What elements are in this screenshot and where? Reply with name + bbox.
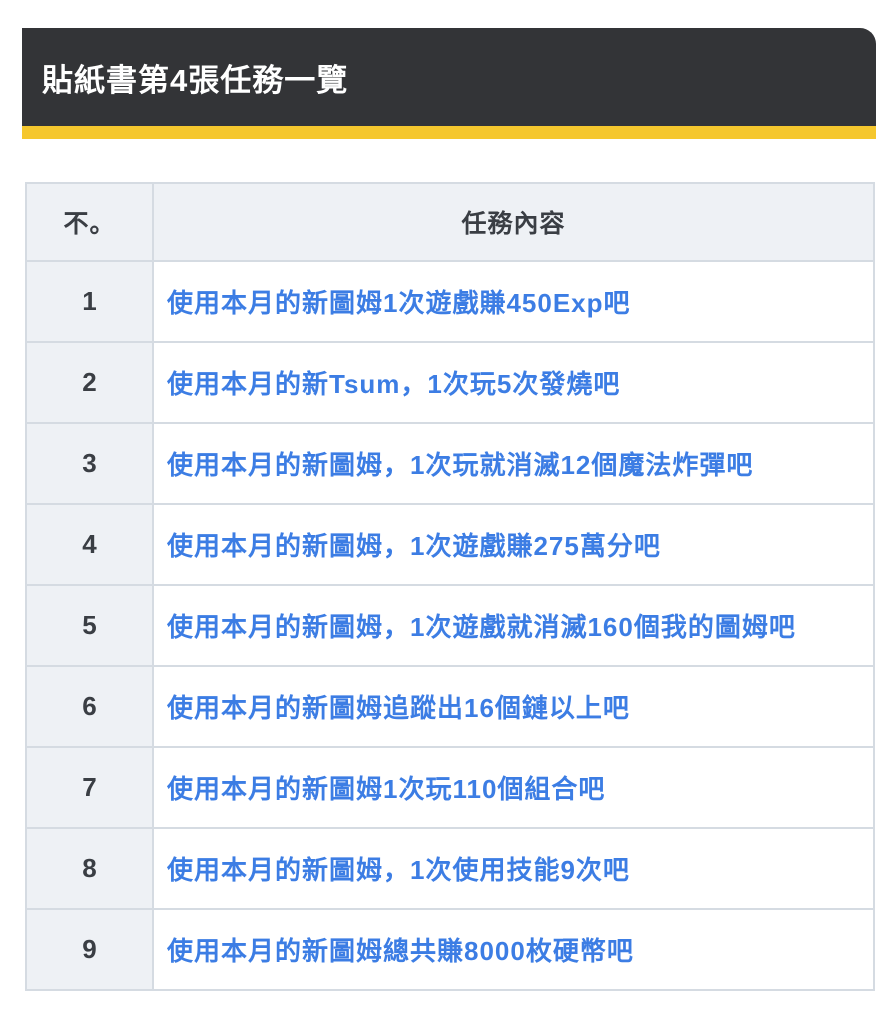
- task-content-cell: 使用本月的新圖姆1次玩110個組合吧: [152, 746, 875, 829]
- task-content-cell: 使用本月的新圖姆總共賺8000枚硬幣吧: [152, 908, 875, 991]
- task-content-cell: 使用本月的新圖姆，1次遊戲就消滅160個我的圖姆吧: [152, 584, 875, 667]
- task-number: 9: [25, 908, 154, 991]
- task-link[interactable]: 使用本月的新Tsum，1次玩5次發燒吧: [167, 369, 621, 399]
- task-link[interactable]: 使用本月的新圖姆1次遊戲賺450Exp吧: [167, 288, 631, 318]
- table-row: 6 使用本月的新圖姆追蹤出16個鏈以上吧: [25, 665, 875, 748]
- column-header-no: 不。: [25, 182, 154, 262]
- task-number: 4: [25, 503, 154, 586]
- table-row: 9 使用本月的新圖姆總共賺8000枚硬幣吧: [25, 908, 875, 991]
- table-row: 5 使用本月的新圖姆，1次遊戲就消滅160個我的圖姆吧: [25, 584, 875, 667]
- task-content-cell: 使用本月的新圖姆追蹤出16個鏈以上吧: [152, 665, 875, 748]
- task-number: 3: [25, 422, 154, 505]
- task-link[interactable]: 使用本月的新圖姆，1次玩就消滅12個魔法炸彈吧: [167, 450, 754, 480]
- task-link[interactable]: 使用本月的新圖姆總共賺8000枚硬幣吧: [167, 936, 634, 966]
- table-row: 1 使用本月的新圖姆1次遊戲賺450Exp吧: [25, 260, 875, 343]
- table-row: 4 使用本月的新圖姆，1次遊戲賺275萬分吧: [25, 503, 875, 586]
- task-content-cell: 使用本月的新圖姆，1次遊戲賺275萬分吧: [152, 503, 875, 586]
- task-content-cell: 使用本月的新圖姆，1次玩就消滅12個魔法炸彈吧: [152, 422, 875, 505]
- title-banner: 貼紙書第4張任務一覽: [22, 28, 876, 139]
- task-number: 7: [25, 746, 154, 829]
- column-header-task-content: 任務內容: [152, 182, 875, 262]
- table-row: 7 使用本月的新圖姆1次玩110個組合吧: [25, 746, 875, 829]
- task-link[interactable]: 使用本月的新圖姆，1次遊戲就消滅160個我的圖姆吧: [167, 612, 796, 642]
- task-link[interactable]: 使用本月的新圖姆1次玩110個組合吧: [167, 774, 606, 804]
- task-link[interactable]: 使用本月的新圖姆，1次遊戲賺275萬分吧: [167, 531, 661, 561]
- task-link[interactable]: 使用本月的新圖姆，1次使用技能9次吧: [167, 855, 630, 885]
- task-number: 8: [25, 827, 154, 910]
- table-header-row: 不。 任務內容: [25, 182, 875, 262]
- task-number: 1: [25, 260, 154, 343]
- page-title: 貼紙書第4張任務一覽: [42, 62, 349, 98]
- task-content-cell: 使用本月的新圖姆，1次使用技能9次吧: [152, 827, 875, 910]
- task-content-cell: 使用本月的新Tsum，1次玩5次發燒吧: [152, 341, 875, 424]
- task-table: 不。 任務內容 1 使用本月的新圖姆1次遊戲賺450Exp吧 2 使用本月的新T…: [25, 182, 875, 991]
- table-row: 2 使用本月的新Tsum，1次玩5次發燒吧: [25, 341, 875, 424]
- task-content-cell: 使用本月的新圖姆1次遊戲賺450Exp吧: [152, 260, 875, 343]
- task-number: 5: [25, 584, 154, 667]
- task-link[interactable]: 使用本月的新圖姆追蹤出16個鏈以上吧: [167, 693, 630, 723]
- table-row: 3 使用本月的新圖姆，1次玩就消滅12個魔法炸彈吧: [25, 422, 875, 505]
- task-number: 6: [25, 665, 154, 748]
- task-number: 2: [25, 341, 154, 424]
- table-row: 8 使用本月的新圖姆，1次使用技能9次吧: [25, 827, 875, 910]
